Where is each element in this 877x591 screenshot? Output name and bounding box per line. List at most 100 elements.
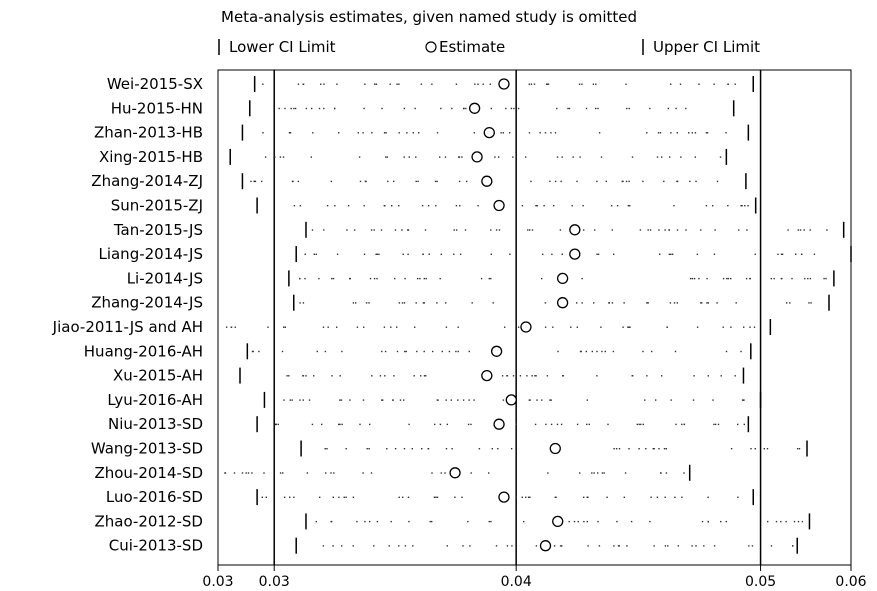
bootstrap-dot bbox=[636, 423, 638, 426]
bootstrap-dot bbox=[439, 156, 441, 158]
bootstrap-dot bbox=[362, 132, 364, 134]
bootstrap-dot bbox=[289, 496, 291, 498]
bootstrap-dot bbox=[734, 375, 736, 377]
bootstrap-dot bbox=[378, 253, 380, 255]
bootstrap-dot bbox=[754, 253, 756, 255]
bootstrap-dot bbox=[376, 520, 379, 523]
bootstrap-dot bbox=[407, 253, 409, 255]
bootstrap-dot bbox=[457, 399, 459, 401]
bootstrap-dot bbox=[735, 302, 737, 304]
study-label: Zhan-2013-HB bbox=[94, 124, 203, 142]
bootstrap-dot bbox=[392, 399, 394, 401]
bootstrap-dot bbox=[375, 83, 378, 85]
bootstrap-dot bbox=[595, 83, 597, 85]
bootstrap-dot bbox=[289, 399, 291, 401]
bootstrap-dot bbox=[561, 156, 563, 158]
bootstrap-dot bbox=[606, 496, 608, 498]
bootstrap-dot bbox=[500, 132, 502, 134]
bootstrap-dot bbox=[363, 253, 366, 255]
bootstrap-dot bbox=[700, 302, 702, 304]
bootstrap-dot bbox=[714, 229, 716, 231]
bootstrap-dot bbox=[529, 496, 531, 498]
bootstrap-dot bbox=[308, 399, 311, 401]
bootstrap-dot bbox=[515, 496, 517, 498]
bootstrap-dot bbox=[282, 156, 285, 158]
bootstrap-dot bbox=[473, 399, 475, 401]
bootstrap-dot bbox=[428, 253, 430, 255]
bootstrap-dot bbox=[578, 83, 581, 85]
bootstrap-dot bbox=[376, 253, 378, 255]
study-row bbox=[239, 367, 745, 384]
bootstrap-dot bbox=[375, 253, 377, 255]
bootstrap-dot bbox=[751, 545, 754, 547]
bootstrap-dot bbox=[533, 83, 536, 85]
bootstrap-dot bbox=[357, 132, 359, 134]
bootstrap-dot bbox=[341, 423, 343, 426]
bootstrap-dot bbox=[582, 205, 584, 207]
bootstrap-dot bbox=[352, 302, 355, 304]
bootstrap-dot bbox=[327, 326, 329, 328]
bootstrap-dot bbox=[398, 132, 400, 134]
bootstrap-dot bbox=[384, 375, 386, 377]
bootstrap-dot bbox=[369, 423, 371, 426]
bootstrap-dot bbox=[323, 107, 325, 110]
bootstrap-dot bbox=[650, 496, 652, 498]
bootstrap-dot bbox=[737, 423, 739, 426]
bootstrap-dot bbox=[791, 277, 793, 280]
bootstrap-dot bbox=[530, 83, 533, 85]
bootstrap-dot bbox=[617, 545, 620, 547]
bootstrap-dot bbox=[425, 277, 427, 280]
plot-frame bbox=[217, 69, 852, 566]
bootstrap-dot bbox=[510, 448, 513, 450]
bootstrap-dot bbox=[373, 229, 375, 231]
study-row bbox=[305, 221, 845, 238]
bootstrap-dot bbox=[525, 496, 527, 498]
bootstrap-dot bbox=[292, 180, 294, 183]
study-label: Tan-2015-JS bbox=[113, 221, 203, 239]
bootstrap-dot bbox=[490, 107, 492, 110]
bootstrap-dot bbox=[403, 107, 405, 110]
bootstrap-dot bbox=[423, 302, 425, 304]
bootstrap-dot bbox=[785, 520, 787, 523]
bootstrap-dot bbox=[482, 83, 484, 85]
legend-upper-label: Upper CI Limit bbox=[653, 38, 760, 56]
bootstrap-dot bbox=[424, 229, 427, 231]
bootstrap-dot bbox=[451, 107, 453, 110]
bootstrap-dot bbox=[656, 156, 659, 158]
bootstrap-dot bbox=[439, 423, 442, 426]
bootstrap-dot bbox=[323, 83, 325, 85]
bootstrap-dot bbox=[420, 375, 422, 377]
bootstrap-dot bbox=[803, 229, 805, 231]
bootstrap-dot bbox=[517, 326, 520, 328]
bootstrap-dot bbox=[364, 520, 366, 523]
study-label: Zhang-2014-JS bbox=[91, 294, 203, 312]
bootstrap-dot bbox=[388, 545, 390, 547]
bootstrap-dot bbox=[293, 107, 295, 110]
bootstrap-dot bbox=[596, 375, 598, 377]
bootstrap-dot bbox=[573, 520, 576, 523]
bootstrap-dot bbox=[418, 132, 420, 134]
bootstrap-dot bbox=[264, 156, 267, 158]
bootstrap-dot bbox=[267, 326, 269, 328]
bootstrap-dot bbox=[526, 375, 528, 377]
bootstrap-dot bbox=[455, 205, 458, 207]
bootstrap-dot bbox=[626, 107, 628, 110]
bootstrap-dot bbox=[600, 326, 602, 328]
bootstrap-dot bbox=[315, 253, 317, 255]
bootstrap-dot bbox=[504, 326, 506, 328]
bootstrap-dot bbox=[712, 205, 714, 207]
bootstrap-dot bbox=[431, 520, 433, 523]
bootstrap-dot bbox=[577, 520, 579, 523]
bootstrap-dot bbox=[521, 496, 523, 498]
bootstrap-dot bbox=[427, 448, 430, 450]
bootstrap-dot bbox=[302, 302, 305, 304]
bootstrap-dot bbox=[408, 156, 410, 158]
bootstrap-dot bbox=[414, 107, 416, 110]
bootstrap-dot bbox=[519, 375, 522, 377]
bootstrap-dot bbox=[625, 180, 628, 183]
bootstrap-dot bbox=[332, 545, 334, 547]
bootstrap-dot bbox=[404, 350, 406, 353]
bootstrap-dot bbox=[534, 375, 536, 377]
bootstrap-dot bbox=[299, 399, 301, 401]
bootstrap-dot bbox=[396, 83, 398, 85]
